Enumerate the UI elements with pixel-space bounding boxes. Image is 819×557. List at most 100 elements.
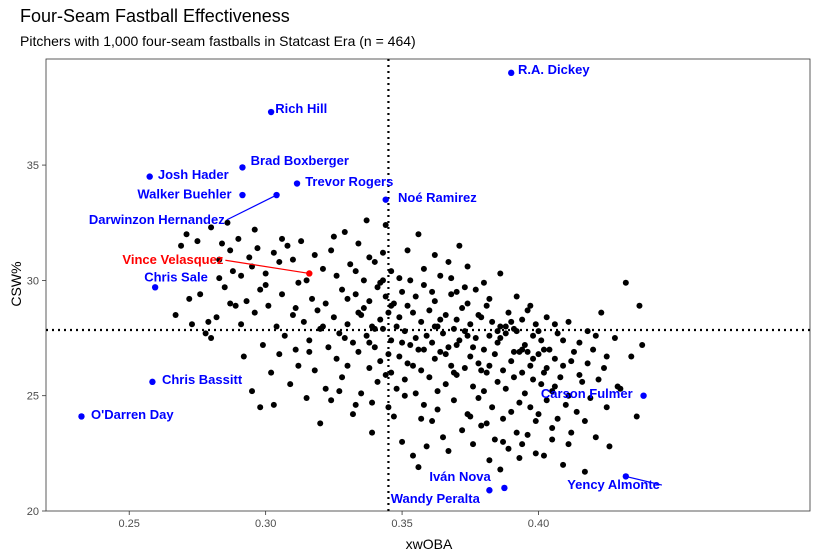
data-point — [341, 335, 348, 342]
data-point — [216, 256, 223, 263]
data-point — [420, 282, 427, 288]
data-point — [590, 346, 597, 353]
data-point — [472, 335, 479, 342]
point-label: Walker Buehler — [137, 187, 231, 202]
data-point — [505, 445, 512, 452]
data-point — [279, 235, 286, 242]
data-point — [330, 233, 337, 240]
data-point — [530, 332, 537, 339]
data-point — [502, 330, 509, 337]
data-point — [448, 275, 455, 282]
data-point — [565, 318, 572, 325]
data-point — [352, 268, 359, 275]
data-point — [259, 341, 266, 348]
data-point — [524, 307, 531, 314]
data-point — [437, 272, 444, 279]
data-point — [270, 249, 277, 256]
point-label: Yency Almonte — [567, 477, 660, 492]
data-point — [221, 284, 228, 291]
x-tick-label: 0.25 — [119, 518, 140, 530]
data-point — [409, 362, 416, 369]
data-point — [396, 314, 403, 321]
highlighted-point — [501, 484, 508, 492]
data-point — [491, 351, 498, 358]
data-point — [459, 427, 466, 434]
data-point — [208, 224, 215, 231]
data-point — [453, 288, 460, 295]
highlighted-point — [273, 191, 280, 199]
data-point — [543, 365, 550, 372]
data-point — [319, 323, 326, 330]
data-point — [459, 305, 466, 312]
data-point — [508, 318, 515, 325]
data-point — [420, 346, 427, 353]
data-point — [404, 360, 411, 367]
highlighted-point — [622, 473, 630, 480]
data-point — [584, 360, 591, 367]
reference-lines — [46, 59, 810, 511]
data-point — [494, 378, 501, 385]
data-point — [546, 346, 553, 353]
highlighted-point — [146, 173, 153, 180]
data-point — [464, 300, 471, 307]
data-point — [363, 332, 370, 339]
data-point — [229, 268, 236, 275]
data-point — [341, 228, 348, 235]
data-point — [532, 418, 539, 425]
data-point — [491, 436, 498, 443]
data-point — [584, 328, 591, 335]
data-point — [311, 367, 318, 374]
data-point — [311, 252, 318, 259]
x-tick-label: 0.35 — [391, 518, 412, 530]
data-point — [420, 401, 427, 408]
data-point — [251, 309, 258, 316]
data-point — [486, 295, 493, 302]
data-point — [366, 339, 373, 346]
data-point — [218, 240, 225, 247]
data-point — [407, 341, 414, 348]
data-point — [197, 291, 204, 298]
data-point — [500, 438, 507, 445]
data-point — [521, 390, 528, 397]
data-point — [568, 358, 575, 365]
data-point — [440, 434, 447, 441]
data-point — [510, 374, 517, 381]
data-point — [603, 353, 610, 360]
data-point — [431, 323, 438, 330]
data-point — [489, 404, 496, 411]
data-point — [292, 346, 299, 353]
highlighted-point — [239, 164, 246, 171]
data-point — [379, 249, 386, 256]
data-point — [333, 272, 340, 279]
data-point — [516, 399, 523, 406]
data-point — [303, 277, 310, 284]
data-point — [415, 464, 422, 471]
data-point — [202, 330, 209, 337]
data-point — [388, 302, 395, 309]
data-point — [628, 353, 635, 360]
data-point — [437, 316, 444, 323]
data-point — [418, 367, 425, 374]
point-label: Josh Hader — [158, 167, 229, 182]
data-point — [486, 457, 493, 464]
data-point — [333, 355, 340, 362]
data-point — [535, 351, 542, 358]
data-point — [497, 466, 504, 473]
data-point — [289, 256, 296, 263]
data-point — [464, 332, 471, 339]
data-point — [500, 367, 507, 374]
highlighted-point — [306, 270, 313, 277]
point-label: Darwinzon Hernandez — [89, 212, 225, 227]
data-point — [497, 270, 504, 277]
chart-title: Four-Seam Fastball Effectiveness — [20, 6, 290, 26]
data-point — [467, 353, 474, 360]
data-point — [352, 291, 359, 298]
data-point — [393, 385, 400, 392]
data-point — [505, 309, 512, 316]
data-point — [325, 344, 332, 351]
data-point — [467, 321, 474, 328]
y-tick-label: 30 — [27, 275, 39, 287]
data-point — [279, 291, 286, 298]
data-point — [461, 328, 468, 335]
data-point — [366, 365, 373, 372]
